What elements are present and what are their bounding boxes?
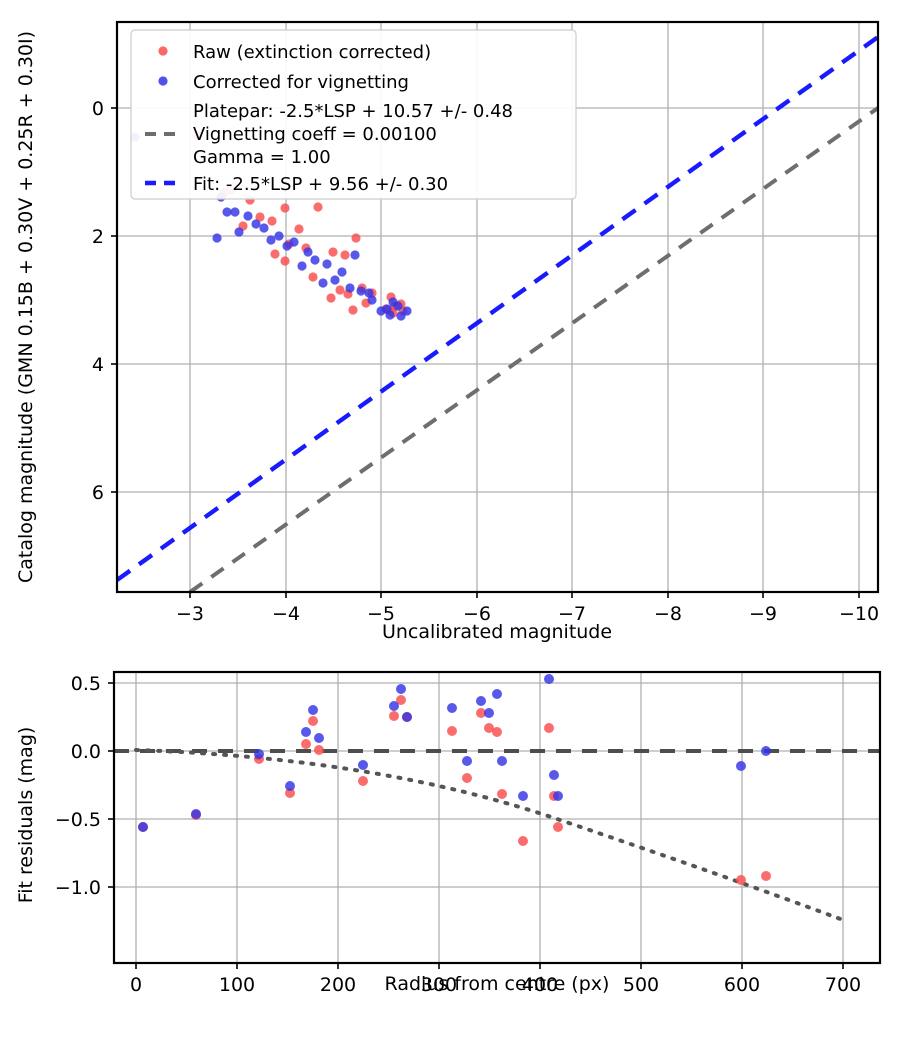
bottom-y-tick-2: −0.5	[55, 809, 101, 831]
top-panel-x-tickmarks	[189, 592, 860, 598]
bottom-x-tick-4: 400	[522, 974, 558, 996]
legend-corrected-marker	[158, 76, 168, 86]
bottom-y-tick-0: 0.5	[71, 673, 101, 695]
top-x-tick-2: −5	[367, 603, 395, 625]
top-y-tick-0: 0	[92, 98, 104, 120]
legend-platepar-label-line2: Vignetting coeff = 0.00100	[193, 124, 437, 145]
bottom-y-tick-1: 0.0	[71, 741, 101, 763]
bottom-panel-corrected-points	[138, 674, 771, 832]
bottom-x-tick-3: 300	[421, 974, 457, 996]
bottom-x-tick-6: 600	[724, 974, 760, 996]
legend-corrected-label: Corrected for vignetting	[193, 72, 409, 93]
bottom-panel-svg: Fit residuals (mag) Radius from centre (…	[15, 670, 882, 996]
bottom-x-tick-5: 500	[623, 974, 659, 996]
top-panel-magnitude-calibration: Catalog magnitude (GMN 0.15B + 0.30V + 0…	[15, 20, 880, 643]
bottom-panel-axes-frame	[112, 670, 882, 965]
bottom-panel-y-ticklabels: 0.5 0.0 −0.5 −1.0	[55, 673, 101, 899]
vignetting-model-curve	[134, 748, 845, 922]
top-y-tick-1: 2	[92, 226, 104, 248]
legend-raw-label: Raw (extinction corrected)	[193, 42, 431, 63]
bottom-panel-vertical-gridlines	[135, 672, 844, 963]
legend-platepar-label-line3: Gamma = 1.00	[193, 147, 331, 168]
top-panel-x-axis-label: Uncalibrated magnitude	[382, 621, 612, 643]
bottom-panel-fit-residuals: Fit residuals (mag) Radius from centre (…	[0, 650, 900, 1050]
legend-background	[130, 29, 577, 200]
top-y-tick-2: 4	[92, 354, 104, 376]
bottom-panel-plot-area	[114, 672, 880, 963]
bottom-panel-x-ticklabels: 0 100 200 300 400 500 600 700	[130, 974, 861, 996]
bottom-panel-y-tickmarks	[108, 682, 114, 888]
top-x-tick-6: −9	[749, 603, 777, 625]
top-panel-svg: Catalog magnitude (GMN 0.15B + 0.30V + 0…	[15, 20, 880, 643]
top-x-tick-7: −10	[839, 603, 879, 625]
top-x-tick-4: −7	[558, 603, 586, 625]
top-x-tick-3: −6	[463, 603, 491, 625]
bottom-panel-y-axis-label: Fit residuals (mag)	[15, 727, 37, 904]
top-panel-legend: Raw (extinction corrected) Corrected for…	[130, 29, 577, 200]
bottom-y-tick-3: −1.0	[55, 877, 101, 899]
bottom-panel-x-tickmarks	[135, 963, 844, 969]
top-panel-axes-frame	[115, 20, 880, 594]
legend-platepar-label-line1: Platepar: -2.5*LSP + 10.57 +/- 0.48	[193, 101, 513, 122]
bottom-panel-x-axis-label: Radius from centre (px)	[385, 973, 610, 995]
top-panel-y-ticklabels: 0 2 4 6	[92, 98, 104, 504]
top-x-tick-5: −8	[654, 603, 682, 625]
bottom-x-tick-0: 0	[130, 974, 142, 996]
top-panel-y-tickmarks	[111, 107, 117, 493]
legend-fit-label: Fit: -2.5*LSP + 9.56 +/- 0.30	[193, 174, 448, 195]
bottom-x-tick-7: 700	[825, 974, 861, 996]
fit-trend-line	[115, 35, 880, 582]
top-panel-x-ticklabels: −3 −4 −5 −6 −7 −8 −9 −10	[176, 603, 879, 625]
bottom-x-tick-1: 100	[219, 974, 255, 996]
legend-raw-marker	[158, 46, 168, 56]
top-panel-y-axis-label: Catalog magnitude (GMN 0.15B + 0.30V + 0…	[15, 31, 37, 583]
top-x-tick-0: −3	[176, 603, 204, 625]
bottom-x-tick-2: 200	[320, 974, 356, 996]
top-y-tick-3: 6	[92, 482, 104, 504]
platepar-trend-line	[188, 106, 880, 594]
top-x-tick-1: −4	[272, 603, 300, 625]
